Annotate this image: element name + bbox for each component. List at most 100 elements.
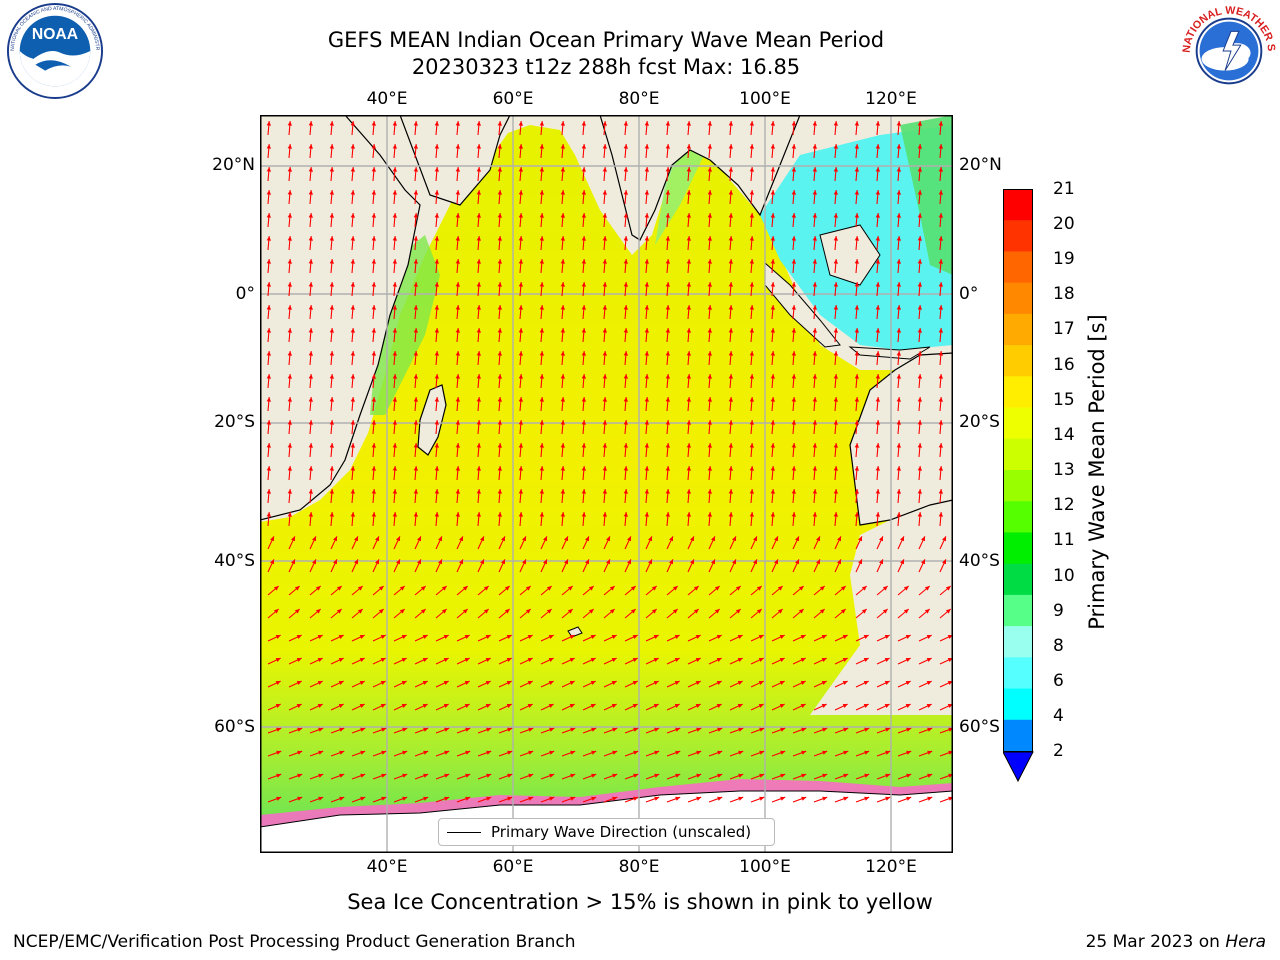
- wave-arrow-head: [518, 466, 523, 471]
- wave-arrow-head: [339, 750, 345, 755]
- wave-arrow-head: [816, 536, 820, 542]
- wave-arrow-head: [413, 190, 418, 195]
- wave-arrow-head: [884, 658, 890, 662]
- wave-arrow-head: [665, 121, 670, 126]
- wave-arrow-head: [749, 167, 754, 172]
- wave-arrow-head: [885, 773, 891, 778]
- wave-arrow-head: [476, 351, 481, 356]
- wave-arrow-head: [938, 305, 943, 310]
- wave-arrow-head: [917, 190, 922, 195]
- lon-tick-bottom: 60°E: [492, 857, 534, 877]
- wave-arrow-head: [434, 121, 439, 126]
- wave-arrow-head: [791, 305, 796, 310]
- wave-arrow-head: [296, 681, 302, 685]
- wave-arrow-head: [476, 190, 481, 195]
- wave-arrow-head: [875, 213, 880, 218]
- wave-arrow-head: [686, 144, 691, 149]
- wave-arrow-head: [527, 635, 533, 639]
- wave-arrow-head: [632, 658, 638, 662]
- wave-arrow-head: [581, 305, 586, 310]
- wave-arrow-head: [602, 397, 607, 402]
- wave-arrow-head: [570, 796, 576, 801]
- wave-arrow-head: [287, 167, 292, 172]
- wave-arrow-head: [653, 681, 659, 685]
- lat-tick-right: 20°N: [959, 155, 1002, 175]
- wave-arrow-head: [791, 213, 796, 218]
- wave-arrow-head: [728, 328, 733, 333]
- wave-arrow-head: [350, 282, 355, 287]
- wave-arrow-head: [738, 796, 744, 801]
- wave-arrow-head: [791, 443, 796, 448]
- wave-arrow-head: [434, 374, 439, 379]
- wave-arrow-head: [875, 167, 880, 172]
- wave-arrow-head: [854, 328, 859, 333]
- wave-arrow-head: [434, 190, 439, 195]
- wave-arrow-head: [434, 144, 439, 149]
- wave-arrow-head: [728, 305, 733, 310]
- wave-arrow-head: [833, 374, 838, 379]
- wave-arrow-head: [822, 727, 828, 732]
- wave-arrow-head: [359, 704, 365, 708]
- legend-label: Primary Wave Direction (unscaled): [491, 823, 752, 841]
- wave-arrow-head: [686, 420, 691, 425]
- wave-arrow-head: [738, 750, 744, 755]
- wave-arrow-head: [633, 750, 639, 755]
- wave-arrow-head: [422, 658, 428, 662]
- wave-arrow-head: [464, 658, 470, 662]
- wave-arrow-head: [917, 466, 922, 471]
- wave-arrow-head: [623, 282, 628, 287]
- wave-arrow-head: [759, 750, 765, 755]
- wave-arrow-head: [749, 328, 754, 333]
- wave-arrow-head: [665, 328, 670, 333]
- wave-arrow-head: [917, 489, 922, 494]
- wave-arrow-head: [497, 489, 502, 494]
- wave-arrow-head: [653, 704, 659, 708]
- wave-arrow-head: [906, 750, 912, 755]
- wave-arrow-head: [833, 351, 838, 356]
- wave-arrow-head: [770, 236, 775, 241]
- wave-arrow-head: [798, 586, 804, 591]
- wave-arrow-head: [539, 397, 544, 402]
- colorbar-tick: 13: [1053, 460, 1075, 480]
- wave-arrow-head: [938, 144, 943, 149]
- wave-arrow-head: [917, 397, 922, 402]
- wave-arrow-head: [819, 609, 825, 614]
- wave-arrow-head: [357, 609, 363, 614]
- wave-arrow-head: [833, 167, 838, 172]
- wave-arrow-head: [938, 443, 943, 448]
- wave-arrow-head: [380, 658, 386, 662]
- wave-arrow-head: [854, 374, 859, 379]
- wave-arrow-head: [392, 466, 397, 471]
- wave-arrow-head: [539, 443, 544, 448]
- wave-arrow-head: [675, 727, 681, 732]
- wave-arrow-head: [506, 635, 512, 639]
- wave-arrow-head: [497, 397, 502, 402]
- wave-arrow-head: [791, 374, 796, 379]
- wave-arrow-head: [266, 305, 271, 310]
- wave-arrow-head: [357, 586, 363, 591]
- wave-arrow-head: [497, 443, 502, 448]
- wave-arrow-head: [371, 167, 376, 172]
- wave-arrow-head: [716, 658, 722, 662]
- wave-arrow-head: [833, 328, 838, 333]
- wave-arrow-head: [749, 121, 754, 126]
- wave-arrow-head: [644, 121, 649, 126]
- wave-arrow-head: [770, 213, 775, 218]
- wave-arrow-head: [417, 559, 421, 565]
- wave-arrow-head: [732, 536, 736, 542]
- wave-arrow-head: [371, 351, 376, 356]
- wave-arrow-head: [630, 586, 636, 591]
- wave-arrow-head: [842, 658, 848, 662]
- wave-arrow-head: [564, 536, 568, 542]
- wave-arrow-head: [623, 213, 628, 218]
- wave-arrow-head: [338, 658, 344, 662]
- wave-arrow-head: [480, 536, 484, 542]
- wave-arrow-head: [728, 190, 733, 195]
- wave-arrow-head: [623, 144, 628, 149]
- australia: [849, 352, 953, 526]
- colorbar-tick: 4: [1053, 706, 1064, 726]
- wave-arrow-head: [926, 681, 932, 685]
- colorbar-tick: 20: [1053, 214, 1075, 234]
- wave-arrow-head: [590, 681, 596, 685]
- wave-arrow-head: [896, 190, 901, 195]
